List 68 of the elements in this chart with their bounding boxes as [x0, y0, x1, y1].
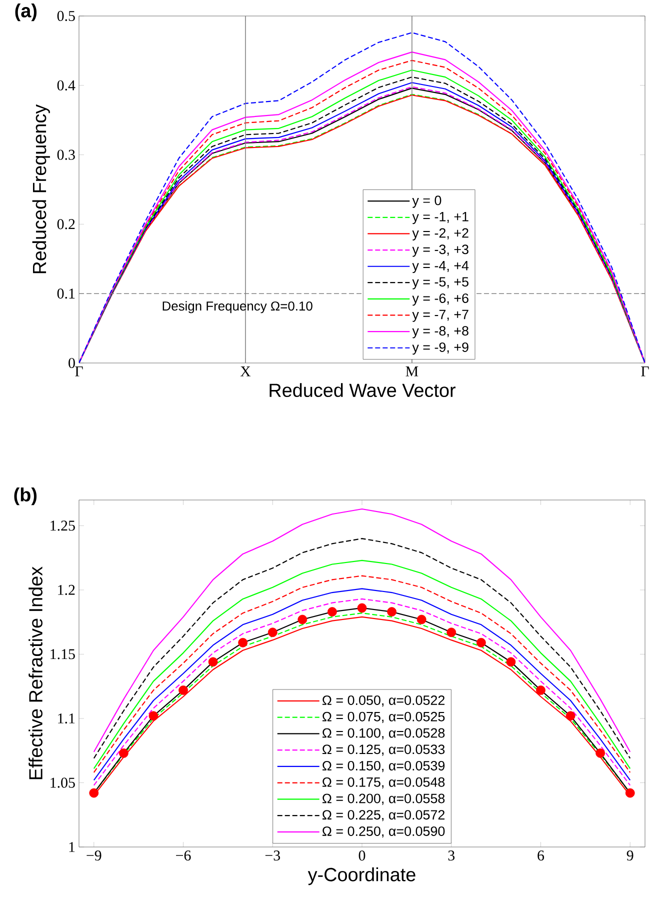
legend-label: y = 0 — [412, 196, 442, 208]
legend-label: Ω = 0.200, α=0.0558 — [322, 794, 445, 805]
x-tick-label: Γ — [75, 366, 83, 376]
chart-title: (a) — [15, 4, 37, 22]
point — [148, 711, 158, 721]
point — [446, 628, 456, 638]
point — [625, 788, 635, 798]
legend-label: y = -4, +4 — [412, 261, 469, 274]
y-tick-label: 0 — [68, 358, 75, 368]
x-tick-label: X — [240, 366, 251, 376]
legend-label: y = -6, +6 — [412, 293, 468, 306]
point — [268, 628, 278, 638]
legend-label: y = -5, +5 — [412, 277, 468, 290]
legend-label: y = -7, +7 — [412, 310, 468, 322]
legend-label: Ω = 0.175, α=0.0548 — [322, 777, 445, 788]
y-tick-label: 1.15 — [50, 649, 75, 660]
y-tick-label: 1.2 — [58, 584, 75, 596]
x-tick-label: 9 — [626, 850, 634, 861]
x-tick-label: −6 — [176, 850, 191, 861]
point — [596, 748, 606, 758]
point — [89, 788, 99, 798]
y-tick-label: 0.3 — [57, 150, 75, 160]
point — [416, 614, 426, 624]
point — [298, 614, 308, 624]
legend-label: Ω = 0.225, α=0.0572 — [322, 810, 445, 822]
legend-label: Ω = 0.125, α=0.0533 — [322, 744, 445, 756]
x-axis-title: y-Coordinate — [308, 867, 416, 886]
x-tick-label: 6 — [538, 850, 544, 861]
legend-label: y = -1, +1 — [412, 212, 468, 224]
point — [357, 603, 367, 613]
legend-label: y = -3, +3 — [412, 244, 468, 257]
chart-title: (b) — [14, 488, 37, 506]
y-tick-label: 1 — [69, 842, 75, 852]
y-tick-label: 0.2 — [57, 219, 75, 230]
y-tick-label: 1.25 — [50, 520, 75, 531]
y-tick-label: 0.5 — [57, 10, 75, 22]
legend-label: Ω = 0.250, α=0.0590 — [322, 826, 445, 838]
point — [566, 711, 576, 721]
point — [476, 638, 486, 648]
legend-label: Ω = 0.075, α=0.0525 — [322, 712, 445, 723]
legend-label: y = -9, +9 — [412, 342, 468, 355]
point — [387, 607, 396, 617]
y-tick-label: 0.1 — [57, 288, 75, 299]
y-tick-label: 0.4 — [57, 80, 76, 90]
x-tick-label: 3 — [448, 850, 455, 861]
x-tick-label: 0 — [358, 850, 366, 861]
legend-label: Ω = 0.150, α=0.0539 — [322, 760, 445, 772]
point — [118, 748, 128, 758]
y-tick-label: 1.05 — [50, 778, 75, 788]
x-tick-label: −9 — [86, 850, 102, 861]
point — [238, 638, 248, 648]
point — [178, 686, 188, 695]
x-tick-label: Γ — [641, 366, 649, 376]
x-axis-title: Reduced Wave Vector — [270, 383, 456, 398]
point — [208, 657, 218, 667]
x-tick-label: −3 — [265, 850, 280, 861]
legend-label: Ω = 0.050, α=0.0522 — [322, 695, 445, 707]
y-axis-title: Reduced Frequency — [32, 104, 50, 274]
x-tick-label: M — [406, 366, 418, 376]
legend-label: Ω = 0.100, α=0.0528 — [322, 728, 445, 740]
y-axis-title: Effective Refractive Index — [28, 566, 42, 780]
ref-line-label: Design Frequency Ω=0.10 — [162, 301, 312, 314]
point — [506, 657, 516, 667]
legend-label: y = -2, +2 — [412, 228, 468, 240]
legend-label: y = -8, +8 — [412, 326, 468, 338]
point — [536, 686, 546, 695]
point — [328, 607, 337, 617]
y-tick-label: 1.1 — [58, 713, 75, 724]
